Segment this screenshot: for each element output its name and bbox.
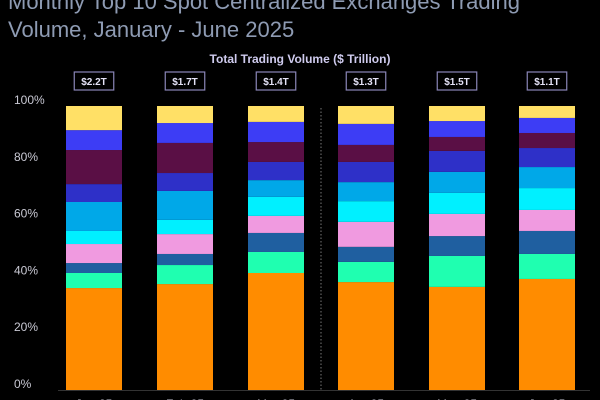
y-tick-label: 20% [14,320,38,334]
bar-segment-3 [157,253,213,266]
bar-segment-3 [66,263,122,273]
bar-segment-7 [519,148,575,168]
bar-segment-5 [519,188,575,210]
bar-segment-1 [519,278,575,390]
bar-segment-7 [248,161,304,181]
bar-segment-4 [338,221,394,247]
bar-segment-9 [338,123,394,145]
bar-segment-9 [248,121,304,143]
bar-segment-7 [429,150,485,172]
bar-segment-2 [157,265,213,285]
bar-segment-5 [429,192,485,214]
bar-segment-2 [338,261,394,283]
bar-segment-10 [338,106,394,124]
bar-segment-7 [157,173,213,191]
bar-segment-8 [66,150,122,185]
bar-segment-2 [66,272,122,289]
bar-segment-8 [429,136,485,151]
x-tick-label: Jan-25 [76,397,113,400]
bar-segment-7 [66,184,122,202]
bar-segment-3 [248,232,304,252]
total-volume-label: $1.3T [353,77,379,88]
total-volume-box [164,71,206,91]
bar-segment-3 [429,236,485,256]
bar-segment-1 [157,284,213,390]
total-volume-box [345,71,387,91]
bar-segment-10 [157,106,213,124]
bar-segment-2 [429,255,485,287]
bar-segment-9 [66,130,122,151]
chart-title: Monthly Top 10 Spot Centralized Exchange… [8,0,521,42]
bar-segment-1 [66,288,122,390]
y-tick-label: 100% [14,93,45,107]
total-volume-box [73,71,115,91]
bar-segment-6 [248,180,304,197]
bar-segment-5 [338,201,394,222]
total-volume-label: $1.4T [263,77,289,88]
bar-segment-10 [519,106,575,118]
bar-segment-1 [338,282,394,390]
bar-segment-4 [519,209,575,231]
chart-subtitle: Total Trading Volume ($ Trillion) [209,52,391,66]
bar-segment-5 [157,219,213,235]
bar-segment-8 [338,144,394,162]
bar-segment-8 [157,142,213,174]
total-volume-label: $1.1T [534,77,560,88]
x-tick-label: May-25 [437,397,477,400]
bar-segment-6 [338,182,394,202]
total-volume-box [255,71,297,91]
bar-segment-8 [248,142,304,162]
bar-segment-4 [66,244,122,264]
bar-segment-6 [157,190,213,220]
bar-segment-7 [338,161,394,183]
bar-segment-2 [519,253,575,279]
bar-segment-5 [248,196,304,216]
bar-segment-5 [66,230,122,245]
y-tick-label: 0% [14,377,32,391]
bar-segment-9 [157,123,213,143]
bar-segment-6 [66,201,122,231]
bar-segment-4 [248,215,304,233]
bar-segment-1 [248,272,304,390]
total-volume-box [436,71,478,91]
bar-segment-3 [338,246,394,262]
x-tick-label: Feb-25 [166,397,204,400]
total-volume-box [526,71,568,91]
x-tick-label: Mar-25 [257,397,295,400]
bar-segment-9 [519,117,575,133]
total-volume-label: $1.7T [172,77,198,88]
x-tick-label: Jun-25 [529,397,566,400]
bar-segment-6 [429,171,485,193]
bar-segment-6 [519,167,575,189]
bar-segment-10 [429,106,485,122]
bar-segment-10 [66,106,122,131]
y-tick-label: 80% [14,150,38,164]
total-volume-label: $1.5T [444,77,470,88]
bar-segment-4 [429,213,485,237]
bar-segment-8 [519,132,575,149]
total-volume-label: $2.2T [81,77,107,88]
bar-segment-1 [429,286,485,390]
y-tick-label: 40% [14,263,38,277]
bar-segment-2 [248,251,304,273]
y-tick-label: 60% [14,207,38,221]
x-tick-label: Apr-25 [348,397,384,400]
bar-segment-10 [248,106,304,122]
bar-segment-3 [519,230,575,254]
bar-segment-4 [157,234,213,254]
bar-segment-9 [429,121,485,137]
